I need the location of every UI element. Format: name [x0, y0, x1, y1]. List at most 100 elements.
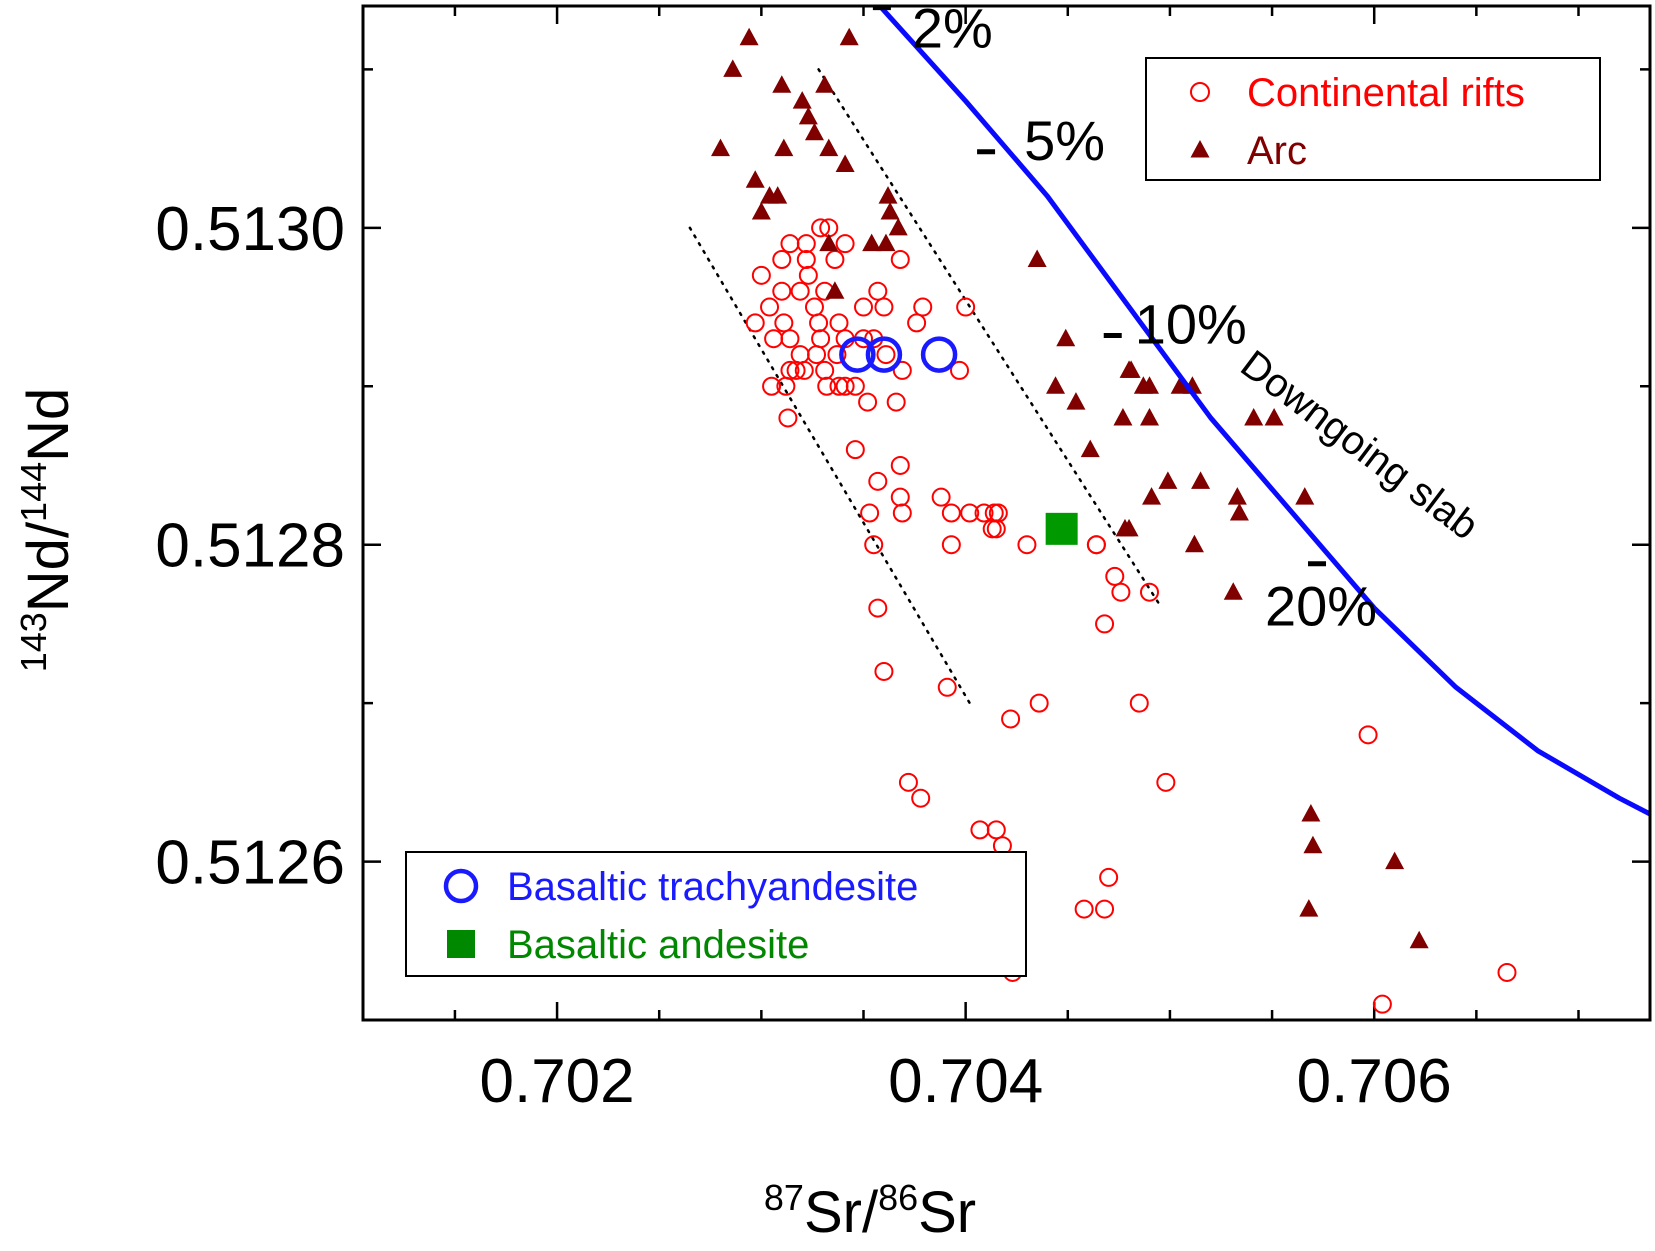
arc-point	[1113, 407, 1133, 426]
dotted-trend-lines	[688, 68, 1164, 705]
arc-point	[1264, 407, 1284, 426]
arc-point	[1223, 582, 1243, 600]
arc-point	[711, 138, 730, 157]
trachyandesite-point	[865, 336, 903, 373]
arc-point	[1229, 503, 1249, 521]
arc-point	[815, 75, 835, 93]
slab-label: Downgoing slab	[1233, 342, 1487, 548]
rift-point	[829, 376, 849, 396]
rift-point	[892, 360, 912, 380]
rift-point	[760, 297, 780, 317]
arc-point	[888, 217, 908, 236]
legend-samples: Basaltic trachyandesite Basaltic andesite	[405, 851, 1027, 977]
rift-point	[1105, 566, 1125, 586]
arc-point	[1295, 487, 1315, 505]
rift-point	[1099, 867, 1119, 887]
arc-point	[1158, 471, 1178, 489]
rift-point	[835, 376, 855, 396]
rift-point	[864, 535, 884, 555]
plot-frame	[361, 4, 1652, 1022]
y-tick-labels: 0.5126 0.5128 0.5130	[155, 195, 345, 898]
arc-points	[711, 27, 1429, 949]
rift-point	[1372, 994, 1392, 1014]
rift-point	[960, 503, 980, 523]
x-tick-label: 0.702	[479, 1047, 634, 1116]
arc-point	[751, 201, 771, 220]
rift-point	[827, 345, 847, 365]
basaltic-trachyandesite-points	[839, 336, 958, 373]
arc-point	[1385, 851, 1405, 870]
y-tick-label: 0.5130	[155, 195, 345, 264]
arc-point	[1303, 835, 1323, 854]
rift-point	[860, 503, 880, 523]
legend-label: Continental rifts	[1247, 71, 1525, 115]
rift-point	[1358, 725, 1378, 745]
rift-point	[890, 250, 910, 269]
y-tick-label: 0.5128	[155, 512, 345, 581]
rift-point	[790, 281, 810, 301]
rift-point	[941, 503, 961, 523]
rift-point	[890, 487, 910, 507]
rift-point	[1095, 899, 1115, 919]
rift-point	[913, 297, 933, 317]
arc-point	[792, 91, 812, 109]
rift-point	[1029, 693, 1049, 713]
slab-percent-label: 20%	[1265, 575, 1377, 638]
rift-point	[794, 360, 814, 380]
rift-point	[874, 297, 894, 317]
rift-point	[974, 503, 994, 523]
arc-point	[1056, 328, 1076, 347]
arc-point	[1140, 407, 1159, 426]
rift-point	[890, 455, 910, 475]
legend-marker	[1190, 82, 1210, 102]
rift-point	[751, 265, 771, 285]
rift-point	[829, 313, 849, 333]
rift-point	[892, 503, 912, 523]
legend-label: Arc	[1247, 129, 1307, 173]
arc-point	[1301, 804, 1321, 822]
arc-point	[1184, 534, 1204, 553]
rift-point	[970, 820, 990, 840]
x-tick-label: 0.706	[1297, 1047, 1452, 1116]
rift-point	[1129, 693, 1149, 713]
rift-point	[796, 250, 816, 269]
arc-point	[745, 170, 765, 188]
arc-point	[835, 154, 855, 172]
x-axis-title: 87Sr/86Sr	[764, 1177, 976, 1245]
rift-point	[1497, 962, 1517, 982]
rift-point	[745, 313, 765, 333]
rift-point	[950, 360, 970, 380]
arc-point	[739, 27, 759, 46]
rift-point	[1156, 772, 1176, 792]
arc-point	[723, 59, 743, 77]
rift-point	[898, 772, 918, 792]
rift-point	[868, 281, 888, 301]
arc-point	[1119, 518, 1139, 537]
rift-point	[1074, 899, 1094, 919]
arc-point	[774, 138, 794, 157]
arc-point	[878, 186, 898, 204]
rift-point	[986, 519, 1006, 539]
legend-label: Basaltic andesite	[507, 923, 809, 967]
arc-point	[862, 233, 882, 252]
arc-point	[1409, 930, 1429, 949]
continental-rift-points	[745, 218, 1517, 1014]
trachyandesite-point	[920, 336, 958, 373]
x-tick-labels: 0.702 0.704 0.706	[479, 1047, 1451, 1116]
basaltic-andesite-points	[1045, 512, 1078, 545]
rift-point	[1001, 709, 1021, 729]
y-tick-label: 0.5126	[155, 829, 345, 898]
rift-point	[786, 360, 806, 380]
rift-point	[1086, 535, 1106, 555]
rift-point	[956, 297, 976, 317]
rift-point	[1017, 535, 1037, 555]
rift-point	[778, 408, 798, 428]
rift-point	[807, 345, 827, 365]
rift-point	[835, 234, 855, 254]
dotted-line	[817, 68, 1164, 610]
slab-curve	[877, 4, 1652, 817]
rift-point	[986, 820, 1006, 840]
arc-point	[880, 201, 900, 220]
legend-marker	[1190, 140, 1210, 158]
arc-point	[1080, 439, 1100, 458]
